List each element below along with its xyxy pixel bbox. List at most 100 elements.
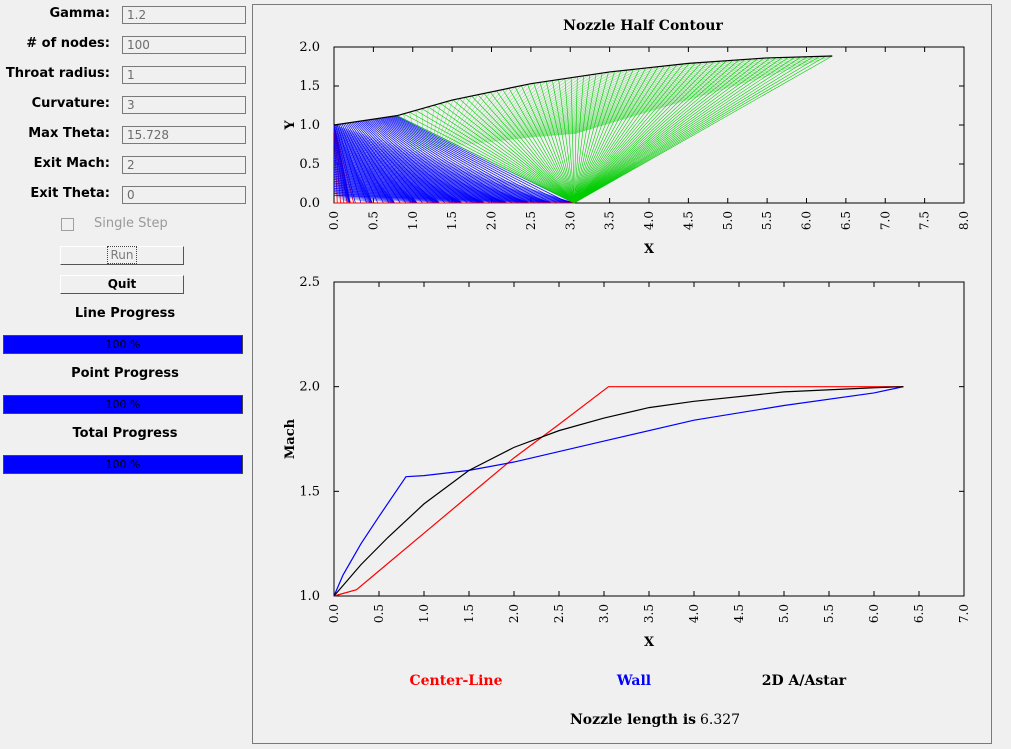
simple-wave-cross-line (574, 55, 833, 134)
simple-wave-line (558, 79, 575, 204)
total-progress-title: Total Progress (72, 426, 178, 441)
single-step-label: Single Step (94, 216, 168, 231)
exit-mach-label: Exit Mach: (33, 156, 110, 171)
gamma-field[interactable]: 1.2 (122, 6, 246, 24)
contour-x-axis-label: X (644, 242, 655, 257)
nodes-label: # of nodes: (26, 36, 110, 51)
simple-wave-line (574, 56, 802, 204)
simple-wave-cross-line (535, 60, 727, 138)
expansion-fan-line (392, 116, 558, 204)
simple-wave-line (446, 101, 575, 204)
expansion-cross-line (333, 189, 530, 204)
simple-wave-cross-line (435, 99, 454, 150)
expansion-cross-line (333, 193, 395, 204)
nozzle-length-label: Nozzle length is (570, 712, 696, 728)
simple-wave-line (539, 82, 575, 204)
simple-wave-line (521, 85, 575, 204)
expansion-fan-line (368, 119, 474, 204)
curvature-field[interactable]: 3 (122, 96, 246, 114)
simple-wave-line (573, 68, 640, 204)
mach-chart: 0.0 0.5 1.0 1.5 2.0 2.5 3.0 3.5 4.0 4.5 5.0 5.5 6.0 6… (283, 275, 971, 650)
expansion-cross-line (333, 193, 575, 204)
expansion-cross-line (333, 182, 350, 204)
expansion-cross-line (333, 135, 575, 204)
point-progress-bar: 100 % (3, 395, 243, 414)
simple-wave-cross-line (409, 112, 420, 152)
contour-x-tick-label: 7.5 (918, 211, 932, 230)
simple-wave-line (573, 69, 628, 204)
mach-series-1 (333, 386, 904, 597)
simple-wave-line (573, 66, 659, 204)
mach-series-2 (333, 386, 904, 597)
line-progress-bar: 100 % (3, 335, 243, 354)
simple-wave-cross-line (519, 63, 684, 139)
expansion-cross-line (333, 188, 575, 204)
simple-wave-cross-line (549, 58, 764, 137)
simple-wave-line (574, 56, 796, 204)
exit-theta-field[interactable]: 0 (122, 186, 246, 204)
single-step-checkbox[interactable] (61, 218, 74, 231)
simple-wave-line (552, 80, 575, 204)
contour-x-tick-label: 3.5 (603, 211, 617, 230)
contour-x-tick-label: 7.0 (878, 211, 892, 230)
quit-button[interactable]: Quit (60, 275, 184, 294)
mach-y-axis-label: Mach (283, 418, 298, 459)
mach-y-tick-label: 2.0 (299, 380, 320, 395)
simple-wave-line (545, 81, 575, 204)
simple-wave-line (573, 69, 634, 204)
simple-wave-line (573, 65, 671, 204)
legend-area-ratio: 2D A/Astar (762, 673, 847, 689)
expansion-cross-line (333, 138, 530, 204)
contour-y-tick-label: 0.5 (299, 157, 320, 172)
point-progress-title: Point Progress (71, 366, 179, 381)
simple-wave-line (574, 55, 827, 204)
simple-wave-cross-line (524, 62, 696, 139)
contour-chart-title: Nozzle Half Contour (563, 18, 723, 34)
simple-wave-line (573, 63, 684, 204)
simple-wave-line (573, 60, 733, 204)
simple-wave-cross-line (565, 56, 808, 135)
simple-wave-line (573, 59, 740, 204)
expansion-fan-line (381, 117, 519, 204)
expansion-fan-line (387, 116, 541, 204)
expansion-cross-line (333, 159, 575, 204)
mach-y-tick-label: 2.5 (299, 275, 320, 290)
throat-radius-field[interactable]: 1 (122, 66, 246, 84)
exit-mach-field[interactable]: 2 (122, 156, 246, 174)
expansion-cross-line (333, 177, 552, 204)
max-theta-field[interactable]: 15.728 (122, 126, 246, 144)
expansion-fan-line (370, 119, 480, 204)
simple-wave-line (573, 67, 653, 204)
mach-x-tick-label: 5.0 (777, 604, 791, 623)
simple-wave-line (574, 56, 820, 204)
mach-x-axis-label: X (644, 635, 655, 650)
max-theta-label: Max Theta: (28, 126, 110, 141)
simple-wave-line (440, 103, 575, 204)
simple-wave-cross-line (496, 70, 621, 142)
expansion-cross-line (333, 186, 575, 204)
simple-wave-cross-line (508, 67, 653, 141)
contour-mesh (333, 55, 833, 204)
expansion-fan-line (376, 118, 502, 204)
simple-wave-line (477, 94, 575, 204)
expansion-fan-line (382, 117, 524, 204)
run-button[interactable]: Run (60, 246, 184, 265)
simple-wave-cross-line (448, 92, 491, 147)
exit-theta-label: Exit Theta: (30, 186, 110, 201)
contour-y-tick-label: 0.0 (299, 196, 320, 211)
simple-wave-cross-line (460, 85, 522, 146)
nodes-field[interactable]: 100 (122, 36, 246, 54)
mach-x-tick-label: 5.5 (822, 604, 836, 623)
simple-wave-line (465, 97, 575, 204)
expansion-cross-line (333, 173, 575, 204)
contour-y-tick-label: 2.0 (299, 40, 320, 55)
simple-wave-cross-line (533, 61, 721, 138)
simple-wave-cross-line (478, 77, 572, 144)
simple-wave-cross-line (512, 65, 665, 140)
total-progress-bar: 100 % (3, 455, 243, 474)
expansion-cross-line (333, 156, 552, 204)
mach-x-tick-label: 1.0 (417, 604, 431, 623)
simple-wave-cross-line (482, 75, 584, 143)
expansion-cross-line (333, 156, 575, 204)
simple-wave-cross-line (517, 64, 677, 140)
